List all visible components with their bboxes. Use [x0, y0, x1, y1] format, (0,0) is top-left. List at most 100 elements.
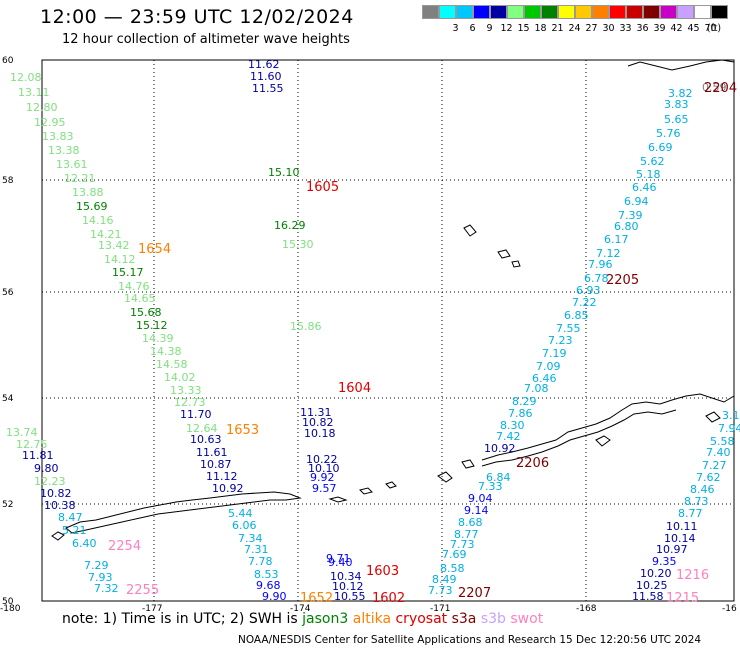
wave-height-value: 12.80: [26, 101, 58, 114]
wave-height-value: 6.40: [72, 537, 97, 550]
wave-height-value: 11.70: [180, 408, 212, 421]
track-pass-label: 1652: [300, 591, 333, 606]
scale-label: 21: [551, 23, 564, 34]
wave-height-value: 7.22: [572, 296, 597, 309]
track-pass-label: 2206: [516, 456, 549, 471]
wave-height-value: 8.30: [500, 419, 525, 432]
wave-height-value: 15.30: [282, 238, 314, 251]
coastline-segment: [497, 249, 511, 259]
wave-height-value: 8.46: [690, 483, 715, 496]
wave-height-value: 9.71: [326, 552, 351, 565]
wave-height-value: 7.73: [450, 538, 475, 551]
wave-height-value: 5.65: [664, 113, 689, 126]
wave-height-value: 12.95: [34, 116, 66, 129]
scale-label: 39: [653, 23, 666, 34]
wave-height-value: 6.69: [648, 141, 673, 154]
wave-height-value: 14.38: [150, 345, 182, 358]
wave-height-value: 14.58: [156, 358, 188, 371]
longitude-label: -177: [142, 604, 162, 614]
wave-height-value: 7.69: [442, 548, 467, 561]
wave-height-value: 10.20: [640, 567, 672, 580]
scale-swatch: [558, 5, 575, 19]
map-title: 12:00 — 23:59 UTC 12/02/2024: [40, 6, 354, 28]
map-border: [41, 59, 735, 602]
wave-height-value: 7.55: [556, 322, 581, 335]
wave-height-value: 7.09: [536, 360, 561, 373]
scale-label: 9: [486, 23, 493, 34]
coastline-segment: [595, 435, 611, 447]
satellite-legend: jason3 altika cryosat s3a s3b swot: [302, 611, 543, 627]
wave-height-value: 10.22: [306, 453, 338, 466]
wave-height-value: 13.74: [6, 426, 38, 439]
scale-label: 30: [602, 23, 615, 34]
wave-height-value: 6.93: [576, 284, 601, 297]
wave-height-value: 10.55: [334, 590, 366, 603]
wave-height-value: 7.32: [94, 582, 119, 595]
wave-height-value: 7.96: [588, 258, 613, 271]
wave-height-value: 9.35: [652, 555, 677, 568]
latitude-label: 60: [2, 56, 14, 66]
latitude-label: 54: [2, 394, 14, 404]
track-pass-label: 1215: [666, 591, 699, 606]
wave-height-value: 15.17: [112, 266, 144, 279]
wave-height-observations: 12.08 13.11 12.80 12.9513.8313.3813.6112.21…: [6, 58, 740, 603]
wave-height-value: 6.84: [486, 471, 511, 484]
wave-height-value: 8.53: [254, 568, 279, 581]
wave-height-value: 10.14: [664, 532, 696, 545]
credit-line: NOAA/NESDIS Center for Satellite Applica…: [238, 634, 702, 646]
wave-height-value: 10.92: [484, 442, 516, 455]
wave-height-value: 0.59: [702, 81, 727, 94]
track-pass-label: 2205: [606, 273, 639, 288]
wave-height-value: 3.14: [722, 409, 740, 422]
scale-label: 36: [636, 23, 649, 34]
wave-height-value: 15.69: [76, 200, 108, 213]
wave-height-value: 14.12: [104, 253, 136, 266]
wave-height-value: 10.87: [200, 458, 232, 471]
wave-height-value: 5.58: [710, 435, 735, 448]
wave-height-value: 8.47: [58, 511, 83, 524]
longitude-label: -16: [722, 604, 737, 614]
wave-height-value: 3.82: [668, 87, 693, 100]
wave-height-value: 11.58: [632, 590, 664, 603]
scale-swatch: [694, 5, 711, 19]
wave-height-value: 13.42: [98, 239, 130, 252]
scale-swatch: [456, 5, 473, 19]
track-pass-label: 1653: [226, 423, 259, 438]
wave-height-value: 3.83: [664, 98, 689, 111]
wave-height-value: 14.21: [90, 228, 122, 241]
track-pass-label: 1604: [338, 381, 371, 396]
coastline-segment: [328, 496, 348, 503]
wave-height-value: 11.31: [300, 406, 332, 419]
longitude-label: -180: [0, 604, 21, 614]
scale-label: 18: [534, 23, 547, 34]
wave-height-value: 10.82: [302, 416, 334, 429]
wave-height-value: 16.29: [274, 219, 306, 232]
latitude-label: 50: [2, 597, 14, 607]
wave-height-value: 13.61: [56, 158, 88, 171]
satellite-legend-item: s3b: [480, 611, 511, 627]
scale-swatch: [524, 5, 541, 19]
wave-height-value: 9.68: [256, 579, 281, 592]
track-pass-label: 1602: [372, 591, 405, 606]
coastline-segment: [627, 59, 735, 71]
latitude-label: 52: [2, 500, 13, 510]
wave-height-value: 6.06: [232, 519, 257, 532]
wave-height-value: 6.46: [532, 372, 557, 385]
wave-height-value: 14.16: [82, 214, 114, 227]
wave-height-value: 11.81: [22, 449, 54, 462]
wave-height-value: 15.68: [130, 306, 162, 319]
wave-height-value: 9.14: [464, 504, 489, 517]
coastline-segment: [51, 531, 65, 541]
scale-swatch: [677, 5, 694, 19]
track-pass-label: 1605: [306, 180, 339, 195]
wave-height-value: 15.12: [136, 319, 168, 332]
track-pass-label: 1216: [676, 568, 709, 583]
track-pass-label: 2207: [458, 586, 491, 601]
coastline: [51, 59, 735, 541]
wave-height-value: 6.80: [614, 220, 639, 233]
wave-height-value: 8.77: [454, 528, 479, 541]
wave-height-value: 10.38: [44, 499, 76, 512]
wave-height-value: 10.63: [190, 433, 222, 446]
wave-height-value: 7.40: [706, 446, 731, 459]
